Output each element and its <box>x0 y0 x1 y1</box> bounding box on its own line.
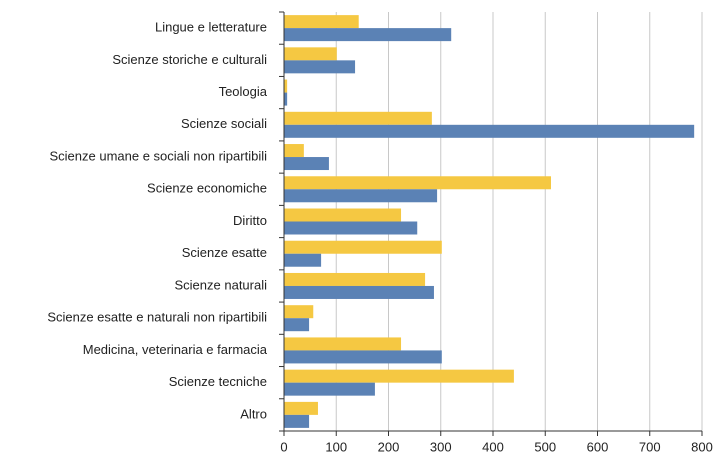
bar <box>284 157 329 171</box>
bar <box>284 414 310 428</box>
bar <box>284 350 442 364</box>
y-tick-label: Scienze economiche <box>147 181 267 196</box>
bar <box>284 240 442 254</box>
x-tick-label: 600 <box>587 439 609 454</box>
bar <box>284 176 551 190</box>
y-tick-label: Diritto <box>233 213 267 228</box>
x-tick-label: 400 <box>482 439 504 454</box>
y-tick-label: Medicina, veterinaria e farmacia <box>83 342 268 357</box>
bar <box>284 272 426 286</box>
y-tick-label: Scienze tecniche <box>169 374 267 389</box>
bar <box>284 221 418 235</box>
x-tick-label: 100 <box>325 439 347 454</box>
bar <box>284 305 314 319</box>
y-tick-label: Teologia <box>219 84 268 99</box>
y-tick-label: Scienze naturali <box>175 277 268 292</box>
bar <box>284 111 432 125</box>
bar <box>284 253 322 267</box>
x-tick-label: 800 <box>691 439 713 454</box>
bar <box>284 401 318 415</box>
bar <box>284 79 288 93</box>
x-tick-label: 200 <box>378 439 400 454</box>
x-tick-label: 300 <box>430 439 452 454</box>
bar <box>284 60 356 74</box>
x-tick-label: 500 <box>534 439 556 454</box>
bar <box>284 208 402 222</box>
bar <box>284 47 337 61</box>
bar <box>284 92 288 106</box>
y-tick-label: Altro <box>240 406 267 421</box>
bar <box>284 285 434 299</box>
y-tick-label: Scienze umane e sociali non ripartibili <box>49 148 267 163</box>
bar <box>284 15 359 29</box>
y-tick-label: Scienze esatte e naturali non ripartibil… <box>47 310 267 325</box>
bar <box>284 382 375 396</box>
x-tick-label: 700 <box>639 439 661 454</box>
y-tick-label: Scienze sociali <box>181 116 267 131</box>
bar <box>284 337 402 351</box>
bar <box>284 189 438 203</box>
bar <box>284 28 452 42</box>
y-tick-label: Scienze storiche e culturali <box>112 52 267 67</box>
bar <box>284 318 310 332</box>
bar <box>284 124 695 138</box>
bar <box>284 369 514 383</box>
y-tick-label: Lingue e letterature <box>155 20 267 35</box>
bar <box>284 144 304 158</box>
x-tick-label: 0 <box>280 439 287 454</box>
y-tick-label: Scienze esatte <box>182 245 267 260</box>
